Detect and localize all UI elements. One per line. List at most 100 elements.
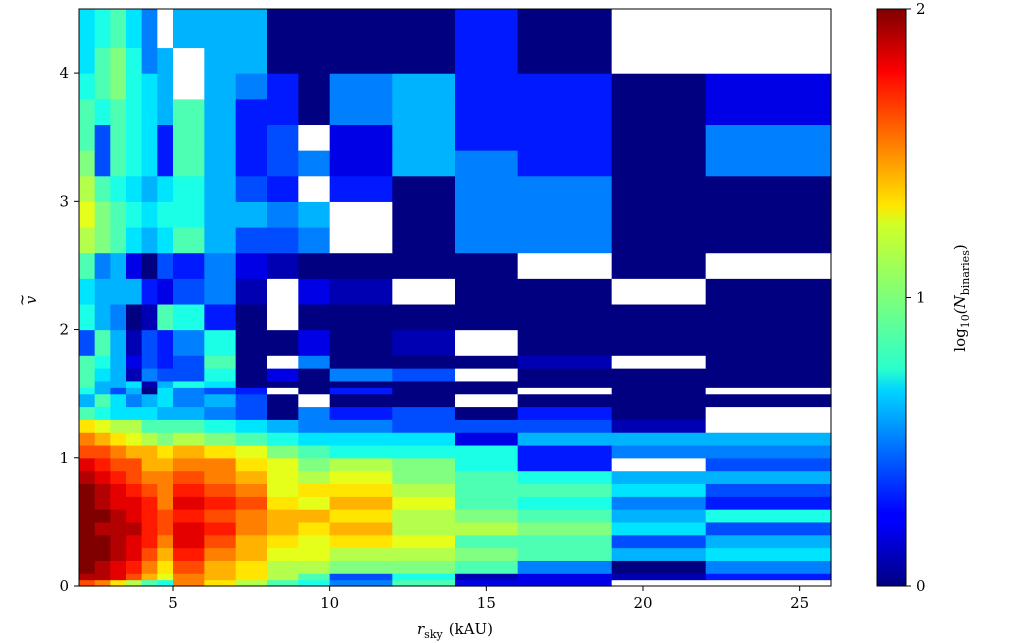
heatmap-cell xyxy=(94,329,111,356)
heatmap-cell xyxy=(126,457,143,472)
heatmap-cell xyxy=(173,573,205,581)
y-tick-label: 1 xyxy=(59,449,69,467)
heatmap-cell xyxy=(611,393,707,408)
heatmap-cell xyxy=(705,368,832,382)
heatmap-cell xyxy=(329,226,393,254)
y-tick-label: 3 xyxy=(59,192,69,210)
heatmap-cell xyxy=(611,303,707,331)
heatmap-cell xyxy=(157,560,174,574)
heatmap-cell xyxy=(126,124,143,151)
heatmap-cell xyxy=(298,278,331,305)
heatmap-cell xyxy=(126,579,143,587)
heatmap-cell xyxy=(204,98,237,125)
heatmap-cell xyxy=(173,150,205,177)
heatmap-cell xyxy=(94,150,111,177)
heatmap-cell xyxy=(126,278,143,305)
heatmap-cell xyxy=(157,380,174,388)
heatmap-cell xyxy=(517,98,613,125)
heatmap-cell xyxy=(517,579,613,587)
heatmap-cell xyxy=(110,419,127,433)
heatmap-cell xyxy=(517,329,613,356)
heatmap-cell xyxy=(79,432,96,446)
heatmap-cell xyxy=(110,252,127,279)
heatmap-cell xyxy=(517,406,613,420)
heatmap-cell xyxy=(110,355,127,369)
heatmap-cell xyxy=(517,509,613,523)
x-tick-label: 25 xyxy=(790,594,809,612)
heatmap-cell xyxy=(235,406,268,420)
heatmap-cell xyxy=(392,406,456,420)
heatmap-cell xyxy=(705,98,832,125)
heatmap-cell xyxy=(235,175,268,202)
heatmap-cell xyxy=(204,509,237,523)
heatmap-cell xyxy=(94,419,111,433)
heatmap-cell xyxy=(705,432,832,446)
heatmap-cell xyxy=(94,470,111,485)
heatmap-cell xyxy=(611,534,707,549)
heatmap-cell xyxy=(235,393,268,408)
heatmap-cell xyxy=(517,483,613,497)
heatmap-cell xyxy=(705,560,832,574)
heatmap-cell xyxy=(705,470,832,485)
heatmap-cell xyxy=(110,226,127,254)
x-axis-label: rsky (kAU) xyxy=(417,620,493,641)
heatmap-cell xyxy=(329,444,393,459)
heatmap-cell xyxy=(141,329,158,356)
heatmap-cell xyxy=(173,560,205,574)
heatmap-cell xyxy=(267,226,299,254)
heatmap-cell xyxy=(298,444,331,459)
heatmap-cell xyxy=(298,509,331,523)
heatmap-cell xyxy=(517,201,613,228)
heatmap-cell xyxy=(517,573,613,581)
heatmap-cell xyxy=(611,278,707,305)
heatmap-cell xyxy=(298,124,331,151)
heatmap-cell xyxy=(705,278,832,305)
heatmap-cell xyxy=(126,483,143,497)
heatmap-cell xyxy=(329,175,393,202)
heatmap-cell xyxy=(517,393,613,408)
heatmap-cell xyxy=(705,444,832,459)
heatmap-cell xyxy=(329,124,393,151)
heatmap-cell xyxy=(611,387,707,395)
heatmap-cell xyxy=(267,124,299,151)
heatmap-cell xyxy=(173,457,205,472)
heatmap-cell xyxy=(110,368,127,382)
heatmap-cell xyxy=(329,534,393,549)
heatmap-cell xyxy=(329,509,393,523)
heatmap-cell xyxy=(392,47,456,74)
heatmap-cell xyxy=(392,73,456,100)
heatmap-cell xyxy=(235,278,268,305)
heatmap-cell xyxy=(173,547,205,561)
heatmap-cell xyxy=(235,387,268,395)
heatmap-cell xyxy=(204,252,237,279)
heatmap-cell xyxy=(611,579,707,587)
heatmap-cell xyxy=(235,534,268,549)
heatmap-cell xyxy=(141,521,158,536)
heatmap-cell xyxy=(267,521,299,536)
heatmap-cell xyxy=(267,201,299,228)
heatmap-cell xyxy=(267,329,299,356)
heatmap-cell xyxy=(235,368,268,382)
heatmap-cell xyxy=(392,368,456,382)
heatmap-cell xyxy=(94,124,111,151)
heatmap-cell xyxy=(267,303,299,331)
heatmap-cell xyxy=(204,124,237,151)
heatmap-cell xyxy=(235,329,268,356)
heatmap-cell xyxy=(110,547,127,561)
heatmap-cell xyxy=(392,278,456,305)
heatmap-cell xyxy=(298,483,331,497)
heatmap-cell xyxy=(392,496,456,510)
heatmap-cell xyxy=(517,547,613,561)
heatmap-cell xyxy=(329,47,393,74)
heatmap-cell xyxy=(79,534,96,549)
heatmap-cell xyxy=(94,483,111,497)
heatmap-cell xyxy=(611,150,707,177)
heatmap-cell xyxy=(173,47,205,74)
heatmap-cell xyxy=(204,368,237,382)
heatmap-cell xyxy=(392,9,456,49)
heatmap-cell xyxy=(235,457,268,472)
heatmap-cell xyxy=(79,303,96,331)
heatmap-cell xyxy=(173,496,205,510)
heatmap-cell xyxy=(79,509,96,523)
heatmap-cell xyxy=(267,496,299,510)
